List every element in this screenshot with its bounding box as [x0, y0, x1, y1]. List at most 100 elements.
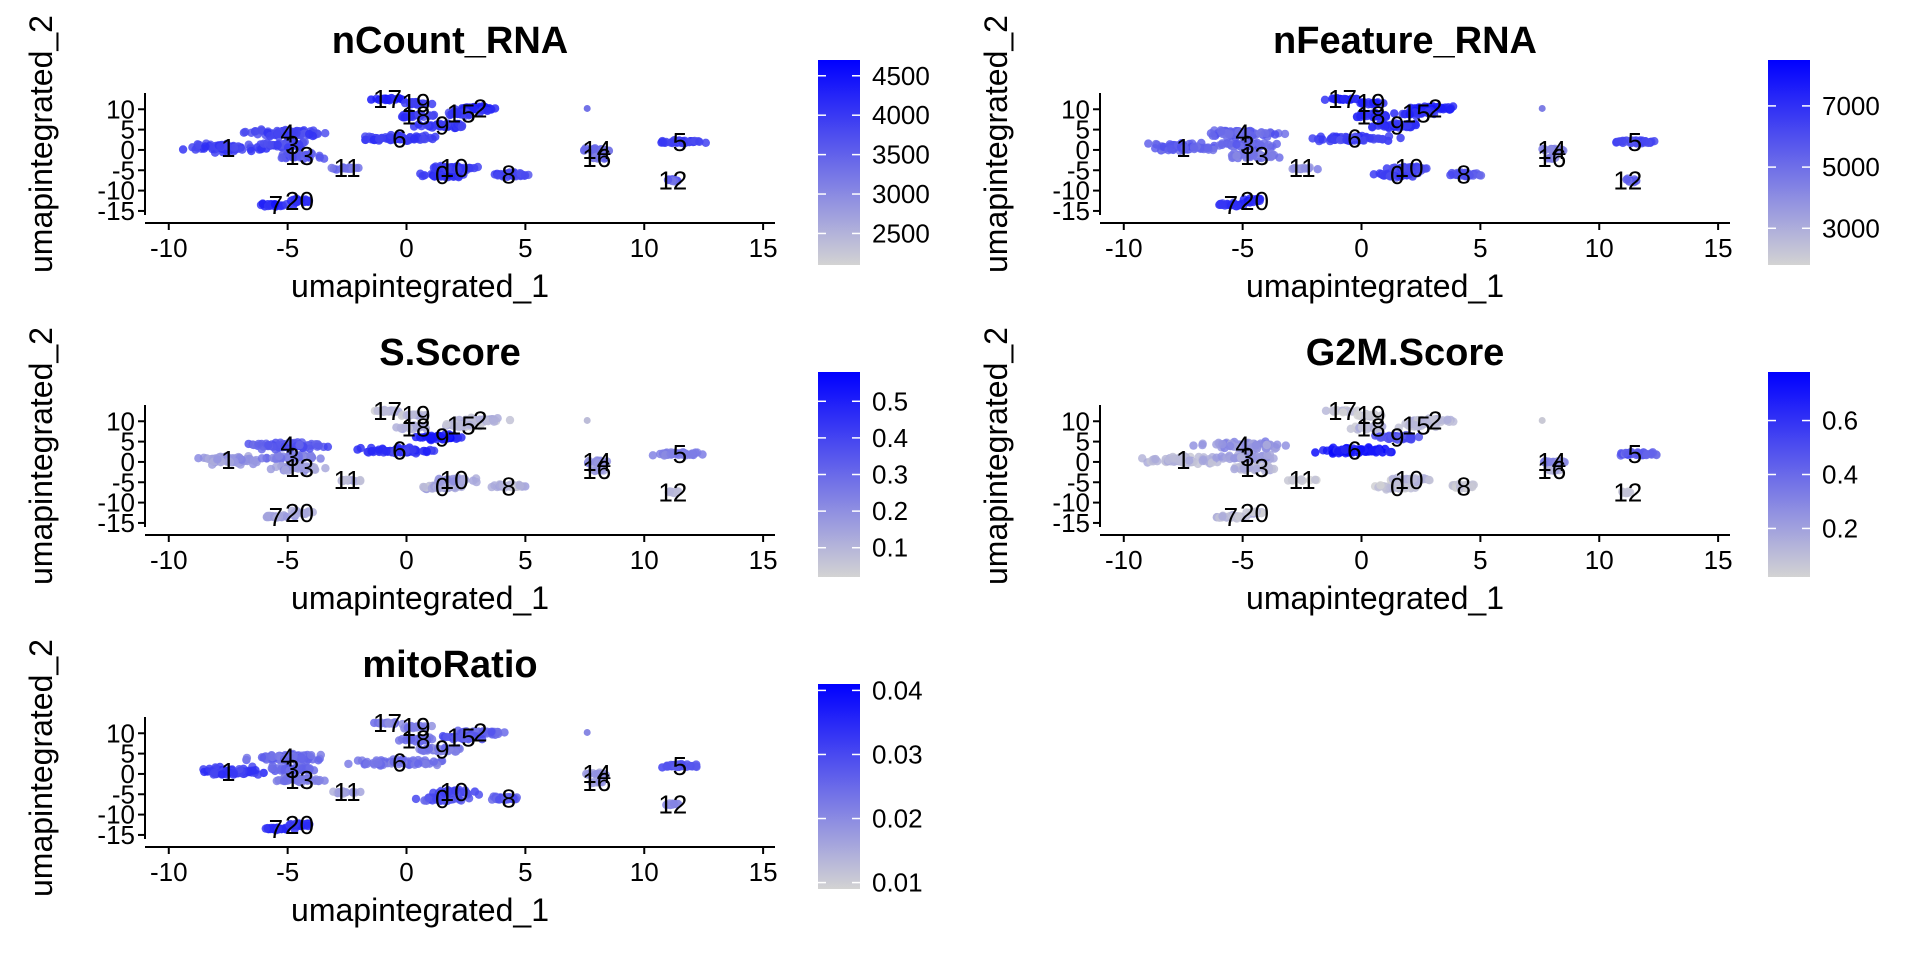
data-point: [483, 106, 492, 116]
data-point: [1618, 136, 1628, 145]
data-point: [1270, 130, 1280, 139]
x-tick-label: -10: [150, 233, 188, 263]
data-point: [1641, 137, 1650, 146]
data-point: [273, 140, 282, 150]
data-point: [686, 761, 695, 771]
data-point: [431, 132, 440, 141]
cluster-label-19: 19: [1357, 400, 1386, 430]
data-point: [1308, 134, 1317, 143]
x-tick-label: -5: [276, 857, 299, 887]
cluster-label-13: 13: [1240, 141, 1269, 171]
data-point: [1190, 144, 1199, 154]
data-point: [505, 415, 515, 425]
data-point: [1280, 129, 1290, 139]
cluster-label-17: 17: [373, 84, 402, 114]
cluster-label-5: 5: [1628, 127, 1642, 157]
data-point: [1275, 153, 1284, 162]
cluster-label-12: 12: [1613, 477, 1642, 507]
y-axis-title: umapintegrated_2: [978, 15, 1014, 273]
data-point: [1376, 481, 1385, 490]
data-point: [374, 445, 384, 454]
cluster-label-1: 1: [221, 445, 235, 475]
y-tick-label: -15: [1052, 196, 1090, 226]
data-point: [194, 140, 204, 150]
data-point: [391, 133, 401, 142]
cluster-label-5: 5: [673, 439, 687, 469]
data-point: [1318, 135, 1327, 144]
cluster-label-15: 15: [447, 98, 476, 128]
cluster-label-19: 19: [1357, 88, 1386, 118]
cluster-label-17: 17: [373, 708, 402, 738]
data-point: [382, 447, 391, 456]
panel-title: G2M.Score: [1306, 332, 1505, 374]
cluster-label-11: 11: [1289, 465, 1316, 495]
data-point: [375, 134, 384, 143]
data-point: [1203, 143, 1213, 152]
data-point: [356, 443, 365, 453]
data-point: [1230, 464, 1239, 474]
cluster-label-13: 13: [285, 141, 314, 171]
data-point: [323, 442, 333, 451]
data-point: [1476, 171, 1486, 180]
data-point: [409, 134, 419, 143]
outlier-point: [1538, 416, 1546, 424]
panel-title: mitoRatio: [362, 644, 537, 686]
cluster-label-19: 19: [402, 712, 431, 742]
x-tick-label: 15: [1704, 233, 1733, 263]
cluster-label-15: 15: [447, 410, 476, 440]
data-point: [1262, 440, 1272, 450]
x-tick-label: -5: [276, 545, 299, 575]
data-point: [254, 439, 263, 449]
y-axis-title: umapintegrated_2: [978, 327, 1014, 585]
x-axis-title: umapintegrated_1: [291, 892, 549, 928]
data-point: [305, 129, 314, 139]
x-tick-label: 15: [1704, 545, 1733, 575]
x-tick-label: 0: [1354, 233, 1368, 263]
data-point: [257, 454, 267, 463]
data-point: [662, 762, 671, 771]
cluster-label-20: 20: [1240, 498, 1269, 528]
legend-label: 0.01: [872, 868, 923, 898]
cluster-label-17: 17: [373, 396, 402, 426]
legend-label: 5000: [1822, 152, 1880, 182]
data-point: [520, 171, 530, 180]
x-axis-title: umapintegrated_1: [1246, 580, 1504, 616]
cluster-label-11: 11: [334, 465, 361, 495]
data-point: [194, 454, 203, 463]
cluster-label-5: 5: [673, 751, 687, 781]
data-point: [422, 447, 431, 456]
cluster-label-16: 16: [1537, 455, 1566, 485]
cluster-label-7: 7: [269, 502, 283, 532]
data-point: [648, 451, 658, 460]
data-point: [1217, 127, 1226, 136]
cluster-label-17: 17: [1328, 396, 1357, 426]
data-point: [223, 142, 232, 151]
cluster-label-10: 10: [1395, 153, 1424, 183]
cluster-label-20: 20: [285, 186, 314, 216]
cluster-label-7: 7: [269, 190, 283, 220]
legend-label: 0.4: [872, 423, 908, 453]
x-tick-label: -10: [1105, 545, 1143, 575]
data-point: [472, 477, 481, 487]
data-point: [295, 140, 304, 149]
data-point: [283, 143, 293, 152]
data-point: [344, 759, 353, 769]
data-point: [1443, 415, 1452, 424]
cluster-label-10: 10: [440, 777, 469, 807]
x-tick-label: 15: [749, 857, 778, 887]
x-axis-title: umapintegrated_1: [291, 268, 549, 304]
legend-label: 4500: [872, 61, 930, 91]
cluster-label-15: 15: [1402, 410, 1431, 440]
data-point: [370, 760, 379, 769]
cluster-label-20: 20: [285, 498, 314, 528]
data-point: [216, 142, 225, 151]
cluster-label-7: 7: [1224, 190, 1238, 220]
legend-colorbar: [818, 60, 860, 265]
data-point: [416, 169, 425, 178]
cluster-label-5: 5: [1628, 439, 1642, 469]
x-tick-label: 0: [399, 233, 413, 263]
legend-label: 7000: [1822, 91, 1880, 121]
data-point: [266, 140, 275, 149]
